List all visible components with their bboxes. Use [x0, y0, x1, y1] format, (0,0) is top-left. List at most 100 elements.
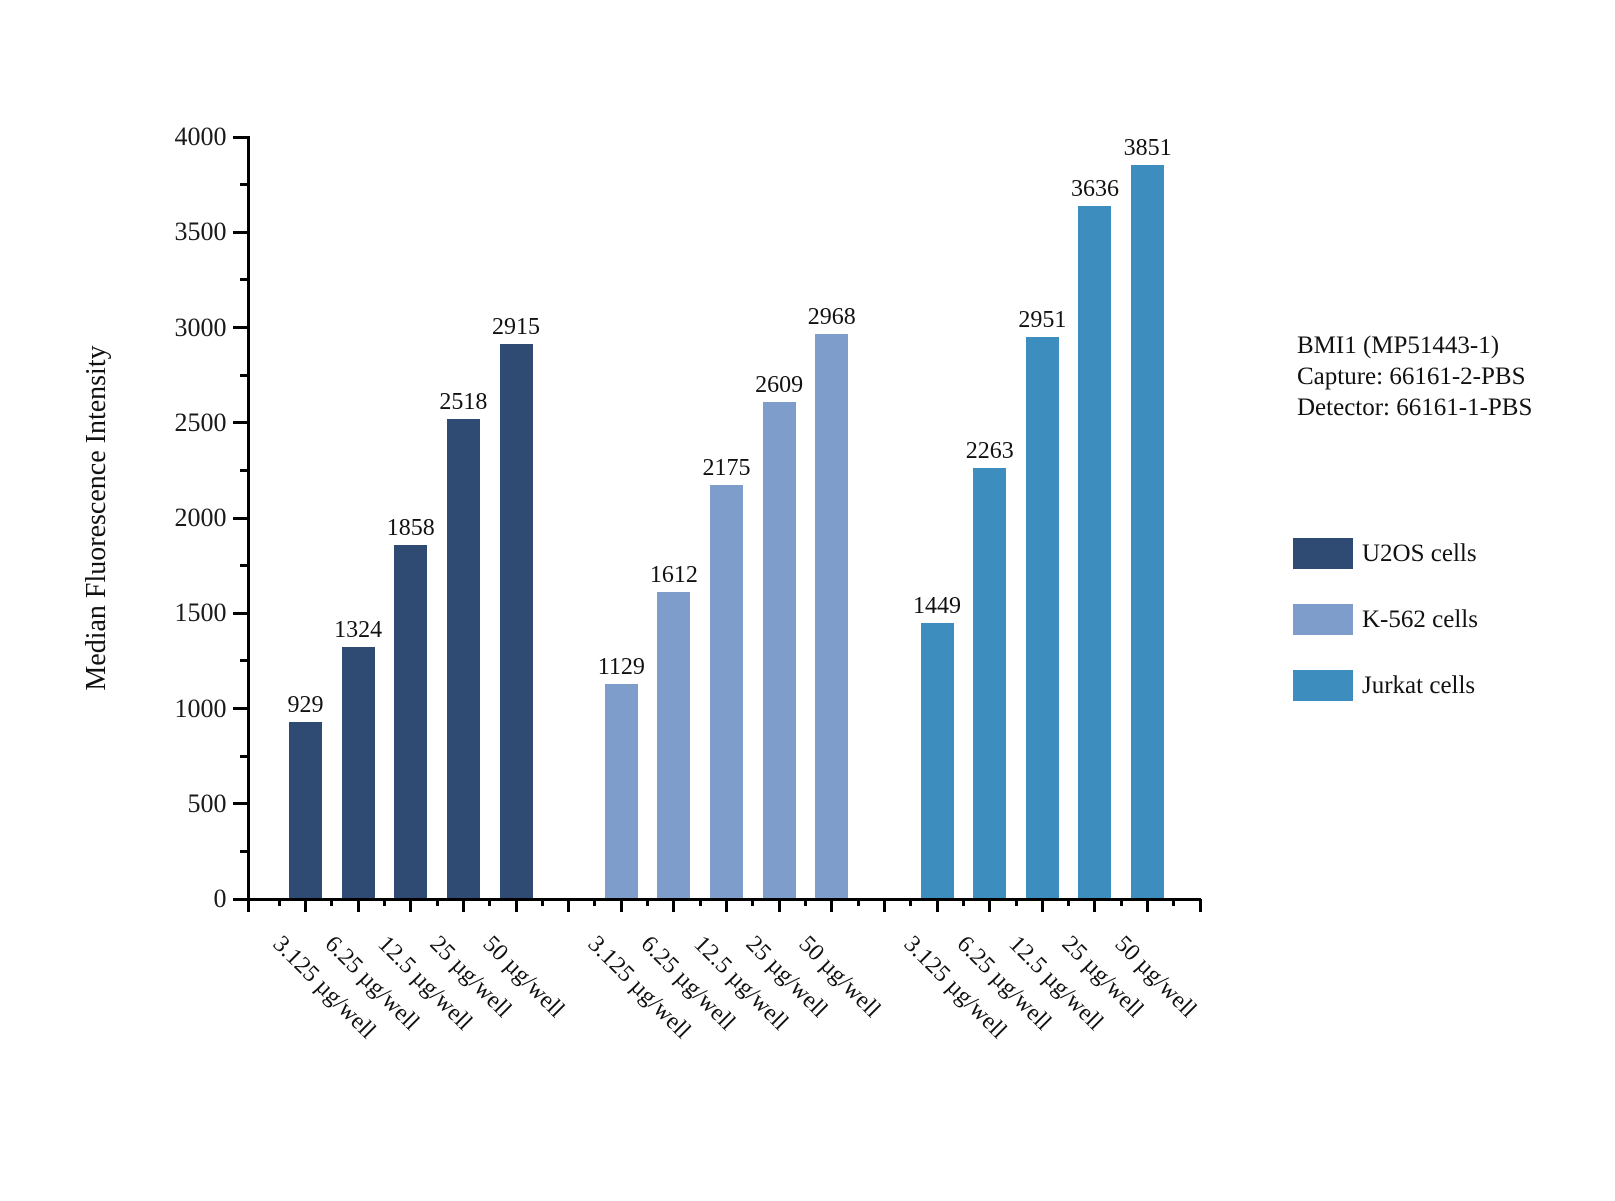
y-major-tick — [232, 326, 247, 329]
bar — [394, 545, 428, 899]
bar — [604, 683, 638, 899]
x-major-tick — [935, 899, 939, 912]
bar-value-label: 1324 — [334, 616, 383, 643]
bar — [499, 343, 533, 899]
y-tick-label: 1500 — [174, 598, 227, 628]
x-major-tick — [304, 899, 307, 912]
x-minor-tick — [698, 899, 702, 906]
x-minor-tick — [1014, 899, 1018, 906]
legend-item: Jurkat cells — [1293, 670, 1478, 701]
bar — [289, 722, 322, 899]
x-major-tick — [356, 899, 360, 912]
annotation-line-2: Capture: 66161-2-PBS — [1297, 363, 1526, 390]
bar-value-label: 1612 — [649, 561, 698, 588]
x-minor-tick — [277, 899, 281, 906]
y-major-tick — [232, 135, 247, 139]
bar-value-label: 3636 — [1070, 176, 1119, 203]
annotation-line-1: BMI1 (MP51443-1) — [1297, 332, 1500, 359]
x-minor-tick — [1172, 899, 1176, 906]
bar-value-label: 1858 — [386, 515, 435, 542]
legend-label: Jurkat cells — [1362, 671, 1476, 699]
bar-value-label: 2609 — [755, 371, 804, 398]
x-minor-tick — [382, 899, 386, 906]
bar — [920, 622, 954, 899]
bar — [710, 484, 744, 899]
x-minor-tick — [435, 899, 439, 906]
x-minor-tick — [803, 899, 807, 906]
y-minor-tick — [239, 659, 247, 663]
x-major-tick — [1093, 899, 1097, 912]
x-axis-line — [246, 897, 1201, 901]
y-tick-label: 3000 — [174, 312, 227, 342]
x-major-tick — [882, 899, 886, 912]
bar — [1078, 206, 1112, 899]
x-minor-tick — [961, 899, 965, 906]
x-major-tick — [619, 899, 623, 912]
x-minor-tick — [488, 899, 492, 906]
bar-value-label: 3851 — [1123, 135, 1172, 162]
x-major-tick — [1040, 899, 1044, 912]
x-major-tick — [1146, 899, 1150, 912]
x-minor-tick — [1067, 899, 1071, 906]
x-major-tick — [725, 899, 729, 912]
y-tick-label: 2500 — [174, 407, 227, 437]
legend-label: K-562 cells — [1362, 605, 1478, 633]
y-major-tick — [232, 611, 247, 615]
x-minor-tick — [593, 899, 597, 906]
y-major-tick — [232, 707, 247, 710]
y-major-tick — [232, 897, 247, 901]
bar-value-label: 2951 — [1018, 306, 1067, 333]
bar — [973, 467, 1007, 899]
x-major-tick — [409, 899, 413, 912]
annotation-block: BMI1 (MP51443-1) Capture: 66161-2-PBS De… — [1297, 330, 1532, 423]
x-minor-tick — [540, 899, 544, 906]
x-minor-tick — [909, 899, 913, 906]
bar — [1131, 165, 1165, 899]
y-tick-label: 2000 — [174, 503, 227, 532]
x-major-tick — [1198, 899, 1202, 912]
y-minor-tick — [239, 564, 247, 568]
x-minor-tick — [646, 899, 650, 906]
x-major-tick — [461, 899, 465, 912]
x-major-tick — [988, 899, 992, 912]
bar — [446, 419, 480, 899]
legend-swatch — [1293, 604, 1353, 635]
bar — [341, 646, 375, 899]
y-major-tick — [232, 516, 247, 520]
y-tick-label: 0 — [213, 884, 227, 913]
y-major-tick — [232, 230, 247, 234]
bar — [762, 401, 796, 899]
x-major-tick — [672, 899, 676, 912]
x-major-tick — [514, 899, 518, 912]
bar-value-label: 1129 — [597, 653, 645, 680]
x-minor-tick — [751, 899, 755, 906]
y-minor-tick — [239, 849, 247, 853]
x-minor-tick — [330, 899, 334, 906]
y-axis-line — [246, 136, 250, 912]
x-minor-tick — [856, 899, 860, 906]
legend-item: U2OS cells — [1293, 538, 1478, 569]
legend-item: K-562 cells — [1293, 604, 1478, 635]
annotation-line-3: Detector: 66161-1-PBS — [1297, 394, 1533, 421]
y-tick-label: 500 — [187, 788, 227, 818]
y-major-tick — [232, 802, 247, 806]
bar — [815, 333, 849, 899]
y-major-tick — [232, 421, 247, 425]
y-tick-label: 4000 — [174, 122, 227, 151]
bar-value-label: 2915 — [492, 313, 541, 340]
bar-value-label: 929 — [287, 692, 324, 719]
bar-value-label: 2968 — [807, 303, 856, 330]
y-minor-tick — [239, 373, 247, 377]
bar-value-label: 2263 — [965, 437, 1014, 464]
bar-value-label: 1449 — [913, 592, 962, 619]
y-tick-label: 3500 — [174, 217, 227, 247]
x-minor-tick — [1119, 899, 1123, 906]
y-minor-tick — [239, 278, 247, 282]
bar-value-label: 2518 — [439, 389, 488, 416]
legend-swatch — [1293, 538, 1353, 569]
bar-value-label: 2175 — [702, 454, 751, 481]
y-tick-label: 1000 — [174, 693, 227, 723]
legend-label: U2OS cells — [1362, 539, 1477, 567]
